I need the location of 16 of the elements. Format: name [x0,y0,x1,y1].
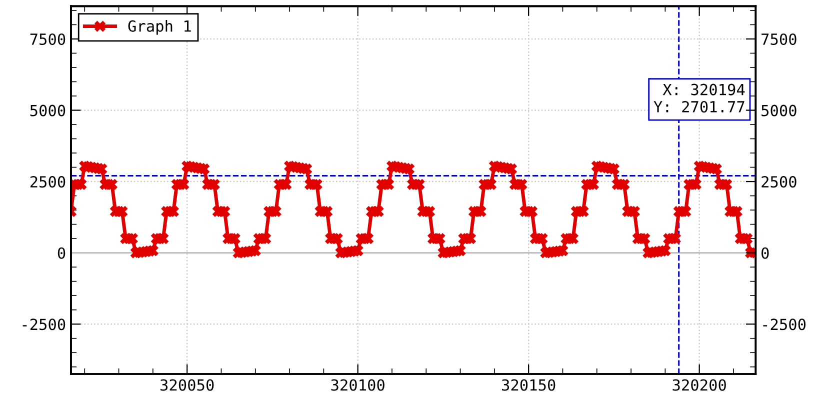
y2-tick-label: 5000 [762,104,796,116]
y2-tick-label: 7500 [762,33,796,46]
y2-tick-label: 2500 [762,176,796,188]
y-tick-label: -2500 [22,318,66,330]
y-tick-label: 2500 [30,176,66,188]
x-tick-label: 320150 [502,379,556,391]
x-tick-label: 320100 [331,379,384,391]
y2-tick-label: -2500 [763,318,806,330]
legend-label: Graph 1 [128,20,191,35]
y-tick-label: 5000 [30,104,66,116]
y2-tick-label: 0 [762,247,769,259]
annotation: X: 320194 Y: 2701.77 [654,84,745,113]
x-tick-label: 320200 [672,379,726,391]
y-tick-label: 7500 [30,33,66,46]
x-tick-label: 320050 [160,379,214,391]
y-tick-label: 0 [58,247,66,259]
